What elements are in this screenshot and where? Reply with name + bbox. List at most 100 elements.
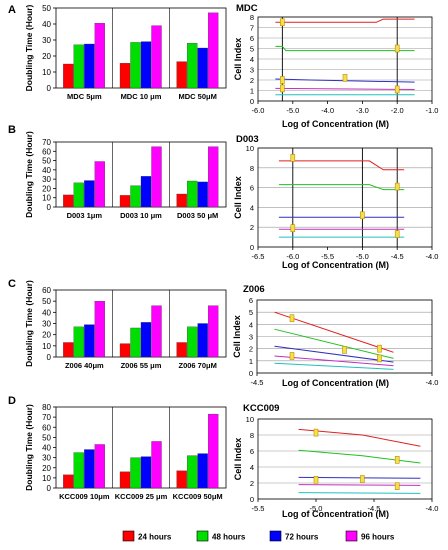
- bar: [151, 305, 162, 358]
- category-label: KCC009 25 μm: [115, 492, 168, 501]
- y-tick-label: 6: [249, 296, 253, 305]
- x-tick-label: -3.0: [356, 106, 369, 115]
- y-tick-label: 6: [250, 184, 254, 193]
- y-axis-label: Cell Index: [233, 438, 243, 481]
- category-label: Z006 70μM: [178, 361, 216, 370]
- bar: [73, 182, 84, 208]
- data-marker: [394, 230, 400, 238]
- y-tick-label: 6: [250, 447, 254, 456]
- series-line: [298, 476, 421, 479]
- bar: [151, 25, 162, 89]
- bar: [73, 44, 84, 89]
- series-line: [278, 184, 405, 191]
- bar: [73, 326, 84, 358]
- y-axis-label: Doubling Time (Hour): [24, 404, 34, 491]
- bar: [140, 322, 152, 358]
- bar: [119, 471, 131, 489]
- series-line: [298, 492, 421, 494]
- y-tick-label: 2: [250, 223, 254, 232]
- y-tick-label: 1: [250, 87, 254, 96]
- y-tick-label: 10: [42, 68, 51, 77]
- y-tick-label: 50: [42, 4, 51, 13]
- y-tick-label: 2: [250, 76, 254, 85]
- y-tick-label: 10: [42, 474, 51, 483]
- bar: [119, 63, 131, 89]
- chart-title: D003: [236, 134, 259, 145]
- y-tick-label: 0: [47, 203, 52, 212]
- data-marker: [290, 224, 296, 232]
- data-marker: [394, 482, 400, 491]
- y-tick-label: 20: [42, 184, 51, 193]
- bar-chart-a: 0 10 20 30 40 50 MDC 5μm MDC 10 μm MDC 50μM Doubl…: [24, 4, 227, 101]
- line-chart-d003: D003 0 2 4 6 8 10 -6.5 -6.0 -5.5 -5.0 -4.5 -4.0 Log o…: [233, 134, 438, 270]
- bar: [130, 457, 141, 489]
- data-marker: [360, 475, 365, 483]
- data-marker: [289, 314, 295, 323]
- category-label: Z006 40μm: [65, 361, 104, 370]
- bar: [94, 444, 105, 489]
- series-line: [278, 160, 405, 171]
- bar: [208, 413, 219, 489]
- x-tick-label: -4.5: [391, 252, 404, 261]
- y-tick-label: 0: [250, 97, 254, 106]
- bar: [94, 23, 105, 89]
- x-axis-label: Log of Concentration (M): [282, 378, 389, 388]
- y-tick-label: 4: [250, 463, 254, 472]
- data-marker: [280, 84, 285, 93]
- y-tick-label: 3: [249, 333, 253, 342]
- legend: 24 hours 48 hours 72 hours 96 hours: [122, 530, 395, 542]
- y-tick-label: 10: [42, 342, 51, 351]
- category-label: KCC009 10μm: [59, 492, 110, 501]
- legend-swatch: [196, 530, 209, 542]
- y-tick-label: 5: [250, 45, 254, 54]
- y-tick-label: 20: [42, 52, 51, 61]
- category-label: Z006 55 μm: [121, 361, 162, 370]
- data-marker: [394, 44, 400, 53]
- bar: [176, 470, 187, 489]
- y-tick-label: 8: [250, 431, 254, 440]
- panel-letter-d: D: [8, 395, 16, 407]
- category-label: D003 1μm: [67, 211, 103, 220]
- x-axis-label: Log of Concentration (M): [282, 119, 389, 129]
- category-label: MDC 10 μm: [121, 92, 162, 101]
- bar: [63, 194, 74, 208]
- bar: [197, 47, 208, 89]
- bar: [187, 455, 198, 489]
- plot-frame: [256, 299, 433, 374]
- bar: [151, 146, 162, 208]
- y-axis-label: Cell Index: [232, 315, 242, 358]
- series-line: [274, 362, 394, 370]
- series-line: [298, 484, 421, 486]
- y-tick-label: 40: [42, 308, 51, 317]
- chart-title: KCC009: [243, 403, 279, 414]
- line-chart-mdc: MDC 01 23 45 67 8 -6.0 -5.0 -4.0 -3.0 -2.0 -1.0 Log …: [233, 3, 438, 129]
- data-marker: [394, 182, 400, 191]
- chart-title: MDC: [236, 3, 258, 14]
- y-tick-label: 20: [42, 464, 51, 473]
- y-tick-label: 10: [246, 415, 254, 424]
- panel-letter-b: B: [8, 124, 16, 136]
- y-axis-label: Doubling Time (Hour): [24, 4, 34, 91]
- x-tick-label: -5.0: [286, 106, 299, 115]
- panel-letter-c: C: [8, 278, 16, 290]
- y-tick-label: 30: [42, 454, 51, 463]
- bar: [176, 61, 187, 89]
- category-label: KCC009 50μM: [173, 492, 223, 501]
- bar: [187, 180, 198, 208]
- category-label: MDC 50μM: [178, 92, 216, 101]
- x-tick-label: -5.5: [321, 252, 334, 261]
- legend-label: 72 hours: [285, 533, 319, 542]
- bar: [208, 12, 219, 89]
- x-tick-label: -4.0: [321, 106, 334, 115]
- y-axis-label: Cell Index: [233, 38, 243, 81]
- y-tick-label: 0: [250, 243, 254, 252]
- x-tick-label: -1.0: [426, 106, 439, 115]
- bar: [63, 474, 74, 489]
- y-tick-label: 70: [42, 413, 51, 422]
- bar: [208, 305, 219, 358]
- data-marker: [313, 428, 319, 437]
- y-tick-label: 5: [249, 308, 253, 317]
- bar: [140, 176, 152, 208]
